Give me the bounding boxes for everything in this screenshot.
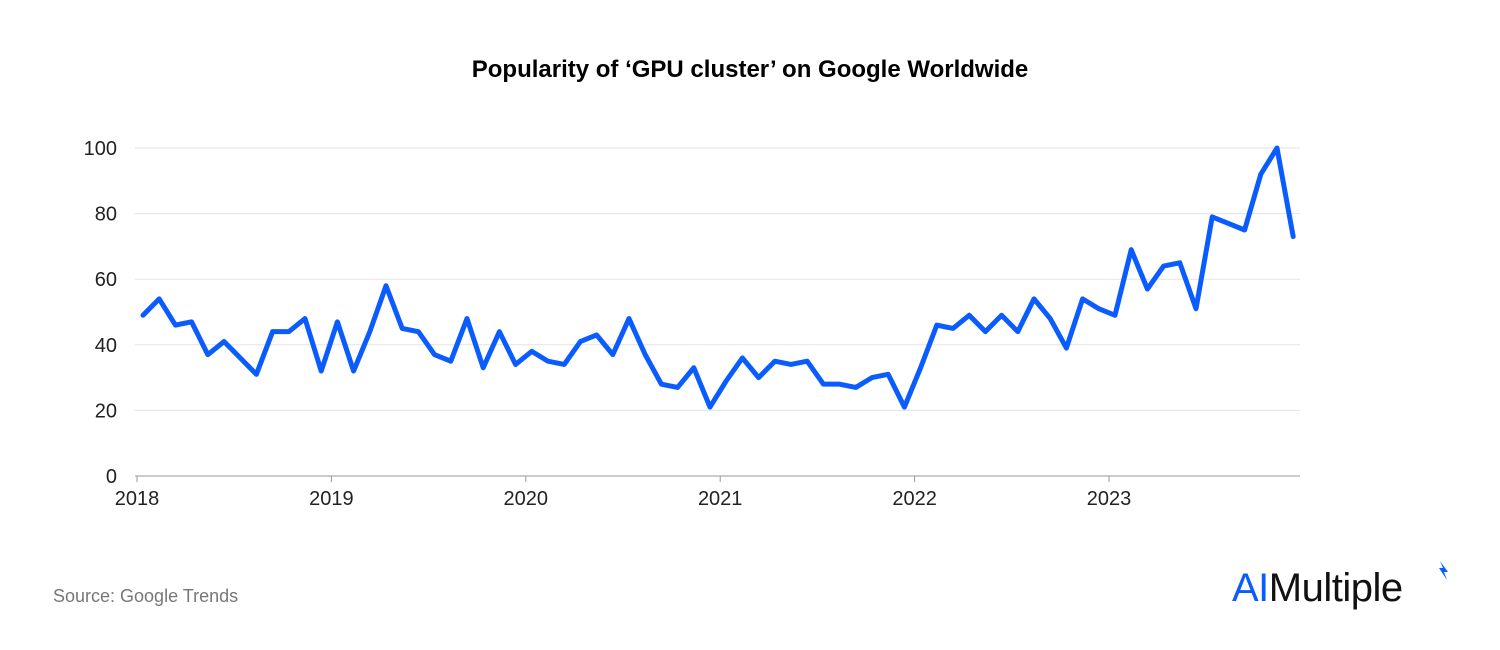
x-tick-label: 2023 xyxy=(1087,488,1132,510)
x-tick-label: 2021 xyxy=(698,488,743,510)
x-tick-label: 2020 xyxy=(504,488,549,510)
x-tick-label: 2019 xyxy=(309,488,354,510)
x-tick-label: 2022 xyxy=(892,488,937,510)
y-tick-label: 0 xyxy=(106,466,117,488)
y-tick-label: 40 xyxy=(95,335,117,357)
y-tick-label: 20 xyxy=(95,400,117,422)
y-tick-label: 80 xyxy=(95,204,117,226)
source-note: Source: Google Trends xyxy=(53,586,239,606)
x-tick-label: 2018 xyxy=(115,488,160,510)
logo-multiple: Multiple xyxy=(1268,566,1403,610)
series-line xyxy=(140,145,1296,410)
y-tick-label: 100 xyxy=(84,138,117,160)
y-tick-label: 60 xyxy=(95,269,117,291)
aimultiple-logo: AIMultiple xyxy=(1232,566,1403,611)
logo-ai: AI xyxy=(1232,566,1269,610)
logo-mark-icon xyxy=(1439,561,1448,580)
chart-title: Popularity of ‘GPU cluster’ on Google Wo… xyxy=(471,56,1029,83)
